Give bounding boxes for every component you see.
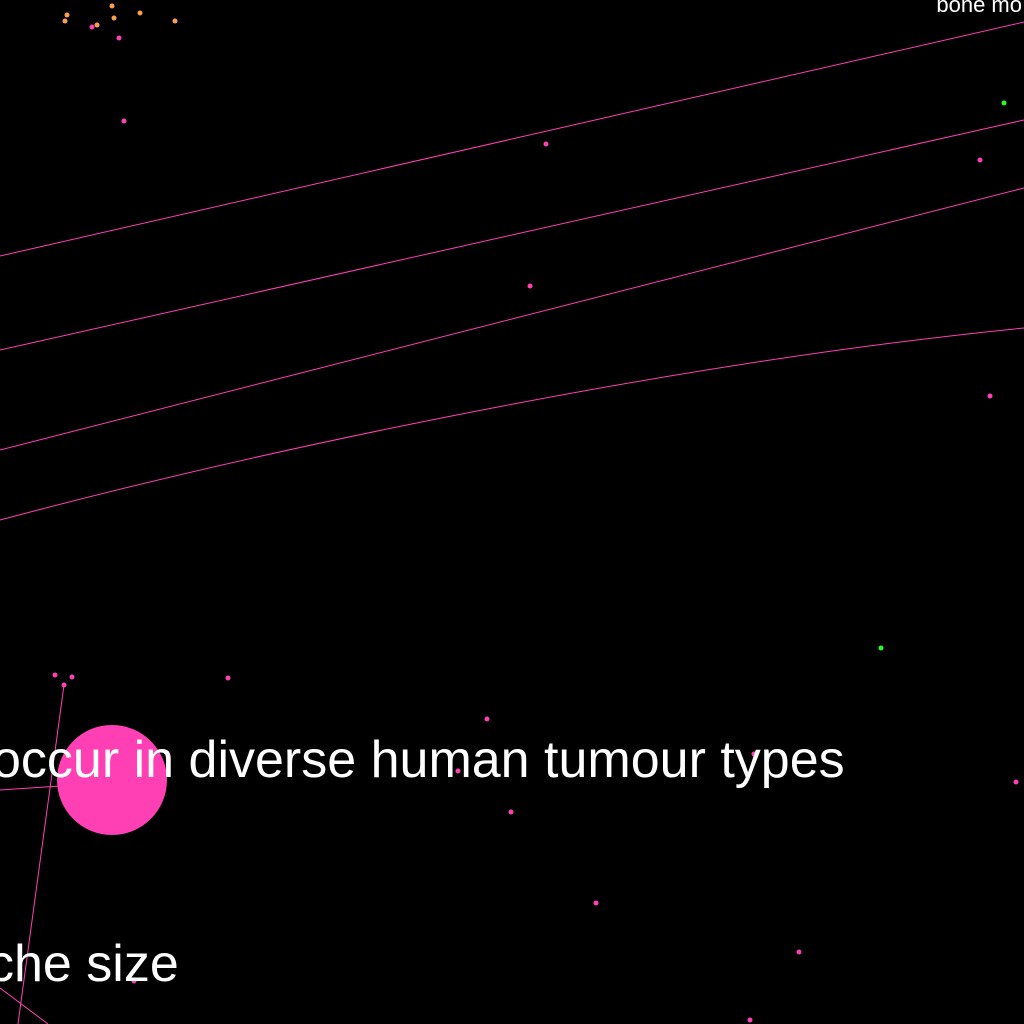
node-dot[interactable] [1001,100,1007,106]
node-dot[interactable] [109,3,115,9]
edge [0,21,1024,257]
node-dot[interactable] [543,141,549,147]
node-dot[interactable] [52,672,58,678]
node-dot[interactable] [1013,779,1019,785]
node-dot[interactable] [62,18,68,24]
node-dot[interactable] [116,35,122,41]
node-dot[interactable] [64,12,70,18]
edge [17,684,65,1024]
node-dot[interactable] [987,393,993,399]
edge [0,187,1024,451]
node-dot[interactable] [977,157,983,163]
node-dot[interactable] [508,809,514,815]
node-dot[interactable] [172,18,178,24]
node-dot[interactable] [61,682,67,688]
node-dot[interactable] [111,15,117,21]
main-phrase-label: occur in diverse human tumour types [0,731,845,789]
node-dot[interactable] [593,900,599,906]
node-dot[interactable] [225,675,231,681]
edge [0,987,49,1024]
edge [0,327,1024,521]
large-node[interactable] [57,725,167,835]
corner-label: bone mo [936,0,1022,17]
node-dot[interactable] [751,751,757,757]
node-dot[interactable] [527,283,533,289]
node-dot[interactable] [747,1017,753,1023]
label-group: bone mo occur in diverse human tumour ty… [0,0,1022,993]
edge [0,785,61,791]
node-dot[interactable] [796,949,802,955]
node-dot[interactable] [484,716,490,722]
node-dot[interactable] [137,10,143,16]
node-dot[interactable] [94,22,100,28]
node-dot[interactable] [69,674,75,680]
edge [0,119,1024,351]
node-dot[interactable] [131,978,137,984]
edge-group [0,21,1024,1024]
node-group [52,3,1019,1023]
node-dot[interactable] [455,768,461,774]
node-dot[interactable] [89,24,95,30]
node-dot[interactable] [878,645,884,651]
lower-phrase-label: che size [0,935,179,993]
node-dot[interactable] [121,118,127,124]
